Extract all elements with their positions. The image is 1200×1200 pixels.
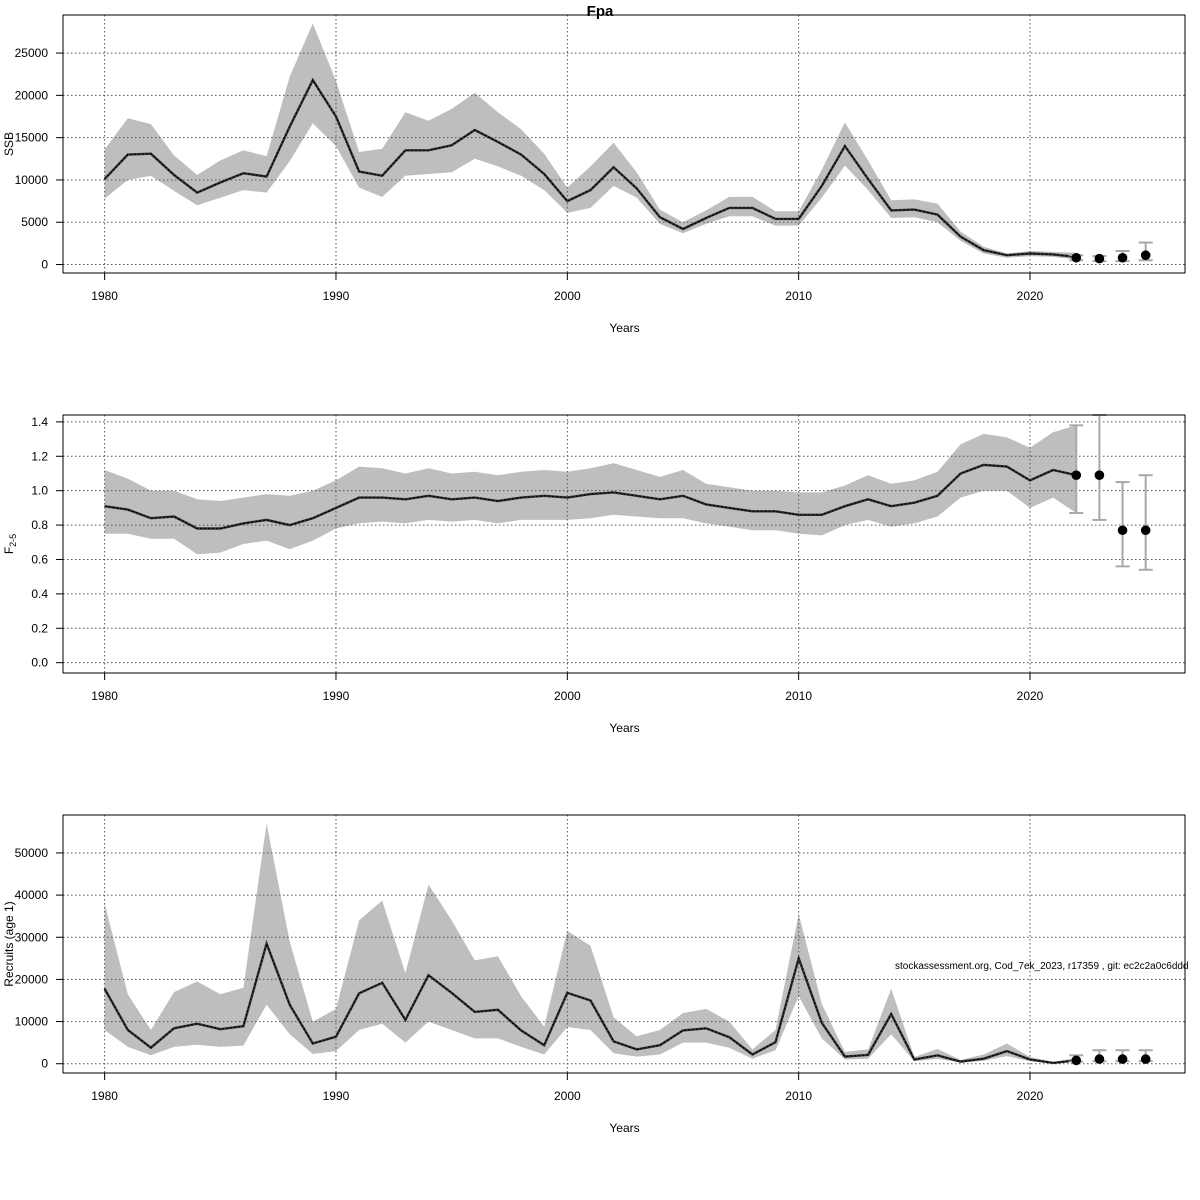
figure-title: Fpa: [587, 3, 614, 20]
x-tick-label: 1990: [323, 689, 350, 703]
y-axis-label-main: F: [2, 547, 16, 554]
y-tick-label: 10000: [15, 1015, 49, 1029]
projection-point: [1071, 1055, 1082, 1066]
x-axis-label: Years: [609, 321, 639, 335]
plot-frame: [62, 414, 1186, 674]
y-tick-label: 20000: [15, 972, 49, 986]
projection-point: [1117, 1054, 1128, 1064]
projection-point: [1071, 470, 1082, 481]
y-tick-label: 0.0: [31, 656, 48, 670]
projection-point: [1140, 525, 1151, 536]
y-tick-label: 1.2: [31, 449, 48, 463]
projection-point: [1094, 470, 1105, 481]
projection-point: [1140, 250, 1151, 261]
projection-point: [1140, 1054, 1151, 1064]
y-tick-label: 5000: [21, 215, 48, 229]
estimate-line-dash: [104, 464, 1077, 530]
y-tick-label: 0: [41, 1057, 48, 1071]
projection-point: [1117, 252, 1128, 263]
x-tick-label: 1980: [91, 1089, 118, 1103]
y-tick-label: 10000: [15, 173, 49, 187]
y-tick-label: 1.0: [31, 484, 48, 498]
estimate-line-dash: [104, 78, 1077, 258]
y-tick-label: 0.4: [31, 587, 48, 601]
y-axis-label-subscript: 2-5: [8, 534, 18, 547]
x-tick-label: 2020: [1017, 689, 1044, 703]
x-tick-label: 2020: [1017, 289, 1044, 303]
confidence-band: [104, 425, 1077, 555]
x-tick-label: 2010: [785, 1089, 812, 1103]
projection-point: [1094, 1054, 1105, 1064]
x-tick-label: 1980: [91, 689, 118, 703]
y-axis-label: SSB: [2, 132, 16, 156]
projection-point: [1094, 253, 1105, 264]
y-tick-label: 1.4: [31, 415, 48, 429]
watermark-text: stockassessment.org, Cod_7ek_2023, r1735…: [895, 961, 1189, 972]
panel-3: 1980 1990 2000 2010 2020 0 10000 20000 30000 4000…: [2, 814, 1186, 1135]
confidence-band: [104, 23, 1077, 260]
y-tick-label: 0.6: [31, 552, 48, 566]
panel-2: 1980 1990 2000 2010 2020 0.0 0.2 0.4 0.6 0.8 1.0 1.…: [2, 414, 1186, 735]
x-tick-label: 1990: [323, 1089, 350, 1103]
projection-point: [1071, 252, 1082, 263]
x-tick-label: 2010: [785, 689, 812, 703]
estimate-line-dash: [104, 941, 1077, 1064]
y-tick-label: 0.8: [31, 518, 48, 532]
plot-frame: [62, 14, 1186, 274]
y-tick-label: 20000: [15, 88, 49, 102]
x-tick-label: 2000: [554, 289, 581, 303]
y-axis-label: Recruits (age 1): [2, 901, 16, 986]
plot-frame: [62, 814, 1186, 1074]
x-tick-label: 1990: [323, 289, 350, 303]
confidence-band: [104, 823, 1077, 1064]
y-tick-label: 0.2: [31, 621, 48, 635]
x-axis-label: Years: [609, 721, 639, 735]
y-tick-label: 30000: [15, 930, 49, 944]
x-tick-label: 2000: [554, 1089, 581, 1103]
panels: 1980 1990 2000 2010 202005000100001500020000…: [2, 14, 1186, 1135]
y-tick-label: 40000: [15, 888, 49, 902]
y-axis-label: F2-5: [2, 534, 18, 554]
x-tick-label: 1980: [91, 289, 118, 303]
x-tick-label: 2020: [1017, 1089, 1044, 1103]
y-tick-label: 50000: [15, 846, 49, 860]
x-tick-label: 2000: [554, 689, 581, 703]
x-axis-label: Years: [609, 1121, 639, 1135]
y-tick-label: 25000: [15, 46, 49, 60]
panel-1: 1980 1990 2000 2010 2020 0 5000 10000 15000 20000…: [2, 14, 1186, 335]
x-tick-label: 2010: [785, 289, 812, 303]
projection-point: [1117, 525, 1128, 536]
y-tick-label: 15000: [15, 131, 49, 145]
y-tick-label: 0: [41, 258, 48, 272]
